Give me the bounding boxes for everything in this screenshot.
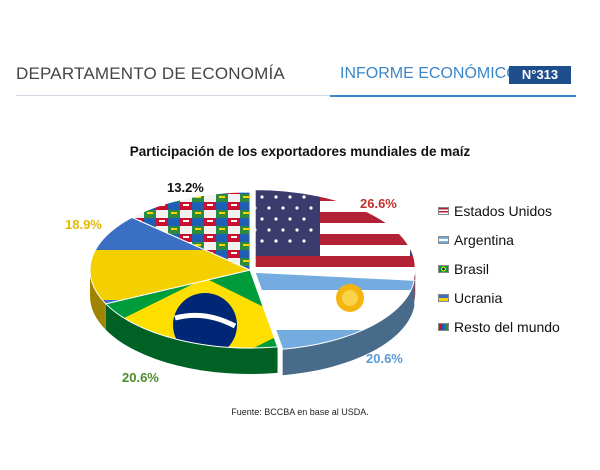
pie-side-argentina-flag [282,280,415,376]
department-title: DEPARTAMENTO DE ECONOMÍA [16,64,285,83]
legend-item-brasil: Brasil [438,254,560,283]
slice-label-argentina: 20.6% [366,351,403,366]
legend-item-ucrania: Ucrania [438,283,560,312]
slice-label-brasil: 20.6% [122,370,159,385]
legend-label: Argentina [454,231,514,248]
legend-label: Estados Unidos [454,202,553,219]
pie-slice-ukraine-flag [89,216,252,305]
chart-source: Fuente: BCCBA en base al USDA. [231,407,369,417]
slice-label-estados-unidos: 26.6% [360,196,397,211]
slice-label-ucrania: 18.9% [65,217,102,232]
header-accent-divider [330,95,576,97]
pie-slice-argentina-flag [254,271,415,350]
pie-side-usa-flag [414,267,416,302]
brazil-flag-icon [438,264,449,273]
legend-label: Ucrania [454,289,503,306]
header-divider [16,95,576,96]
legend-item-resto-del-mundo: Resto del mundo [438,312,560,341]
legend-label: Brasil [454,260,490,277]
pie-side-ukraine-flag [90,270,106,330]
legend-item-estados-unidos: Estados Unidos [438,196,560,225]
report-number-badge: N°313 [509,66,571,84]
report-title: INFORME ECONÓMICO [340,65,519,82]
legend-item-argentina: Argentina [438,225,560,254]
legend-label: Resto del mundo [454,318,560,335]
ukraine-flag-icon [438,293,449,302]
report-header: DEPARTAMENTO DE ECONOMÍA INFORME ECONÓMI… [0,0,600,100]
usa-flag-icon [438,206,449,215]
slice-label-resto-del-mundo: 13.2% [167,180,204,195]
pie-slice-brazil-flag [104,269,279,349]
pie-slice-world-flags [130,191,251,271]
pie-side-brazil-flag [105,303,278,374]
world-flags-icon [438,322,449,331]
argentina-flag-icon [438,235,449,244]
pie-depth [90,267,416,376]
pie-chart [89,189,416,376]
pie-top [89,189,416,350]
pie-slice-usa-flag [254,189,416,277]
chart-legend: Estados Unidos Argentina Brasil Ucrania … [438,196,560,341]
chart-title: Participación de los exportadores mundia… [129,144,471,159]
